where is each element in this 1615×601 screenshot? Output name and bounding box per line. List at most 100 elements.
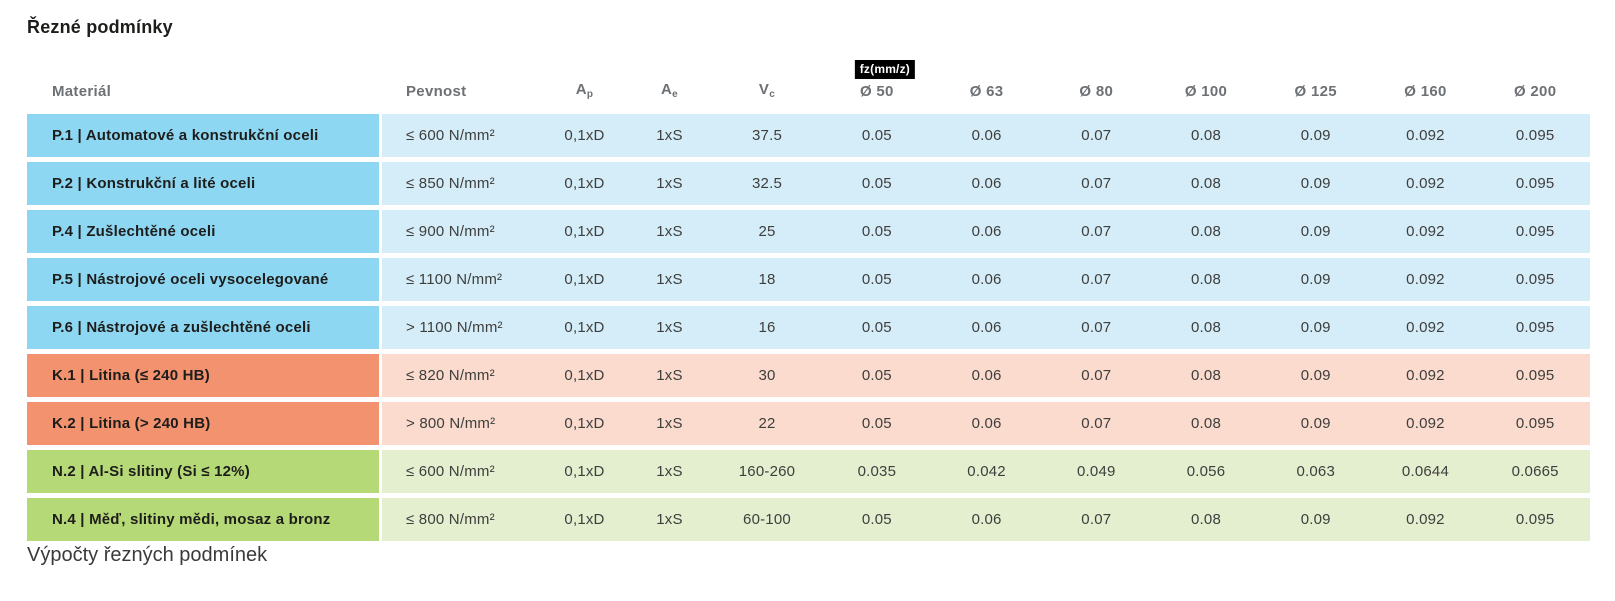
fz-cell: 0.092 <box>1370 210 1481 253</box>
fz-cell: 0.095 <box>1480 306 1591 349</box>
ae-cell: 1xS <box>627 162 712 205</box>
table-row: P.1 | Automatové a konstrukční oceli ≤ 6… <box>27 114 1591 157</box>
vc-cell: 30 <box>712 354 822 397</box>
table-body: P.1 | Automatové a konstrukční oceli ≤ 6… <box>27 114 1591 541</box>
ap-cell: 0,1xD <box>542 450 627 493</box>
fz-cell: 0.08 <box>1151 498 1261 541</box>
ap-cell: 0,1xD <box>542 354 627 397</box>
fz-cell: 0.092 <box>1370 114 1481 157</box>
vc-cell: 160-260 <box>712 450 822 493</box>
fz-cell: 0.07 <box>1041 210 1152 253</box>
vc-cell: 22 <box>712 402 822 445</box>
table-header-row: Materiál Pevnost Ap Ae Vc Ø 50 fz(mm/z) Ø … <box>27 60 1590 114</box>
column-header-diameter: Ø 125 <box>1294 83 1337 100</box>
ae-cell: 1xS <box>627 258 712 301</box>
column-header-pevnost: Pevnost <box>406 83 467 100</box>
material-cell: P.1 | Automatové a konstrukční oceli <box>27 114 379 157</box>
fz-cell: 0.06 <box>931 498 1042 541</box>
table-row: K.2 | Litina (> 240 HB) > 800 N/mm² 0,1x… <box>27 402 1591 445</box>
fz-cell: 0.095 <box>1480 210 1591 253</box>
fz-cell: 0.08 <box>1151 162 1261 205</box>
fz-cell: 0.05 <box>822 114 932 157</box>
vc-cell: 16 <box>712 306 822 349</box>
fz-cell: 0.095 <box>1480 402 1591 445</box>
ap-cell: 0,1xD <box>542 306 627 349</box>
pevnost-cell: ≤ 820 N/mm² <box>382 354 542 397</box>
fz-cell: 0.07 <box>1041 114 1152 157</box>
material-cell: N.4 | Měď, slitiny mědi, mosaz a bronz <box>27 498 379 541</box>
ap-cell: 0,1xD <box>542 114 627 157</box>
table-row: P.5 | Nástrojové oceli vysocelegované ≤ … <box>27 258 1591 301</box>
fz-cell: 0.07 <box>1041 258 1152 301</box>
fz-cell: 0.08 <box>1151 210 1261 253</box>
column-header-diameter: Ø 100 <box>1184 83 1228 100</box>
table-row: P.2 | Konstrukční a lité oceli ≤ 850 N/m… <box>27 162 1591 205</box>
table-row: P.6 | Nástrojové a zušlechtěné oceli > 1… <box>27 306 1591 349</box>
column-header-diameter: Ø 160 <box>1404 83 1447 100</box>
fz-cell: 0.092 <box>1370 258 1481 301</box>
fz-cell: 0.092 <box>1370 402 1481 445</box>
fz-cell: 0.035 <box>822 450 932 493</box>
fz-cell: 0.07 <box>1041 402 1152 445</box>
fz-cell: 0.06 <box>931 258 1042 301</box>
fz-cell: 0.09 <box>1260 162 1371 205</box>
fz-cell: 0.063 <box>1260 450 1371 493</box>
fz-cell: 0.08 <box>1151 114 1261 157</box>
fz-cell: 0.042 <box>931 450 1042 493</box>
fz-cell: 0.08 <box>1151 354 1261 397</box>
fz-cell: 0.0665 <box>1480 450 1591 493</box>
fz-cell: 0.08 <box>1151 306 1261 349</box>
material-cell: P.6 | Nástrojové a zušlechtěné oceli <box>27 306 379 349</box>
fz-cell: 0.095 <box>1480 114 1591 157</box>
pevnost-cell: ≤ 600 N/mm² <box>382 450 542 493</box>
ae-cell: 1xS <box>627 306 712 349</box>
fz-cell: 0.07 <box>1041 354 1152 397</box>
material-cell: K.2 | Litina (> 240 HB) <box>27 402 379 445</box>
column-header-vc: Vc <box>758 81 776 100</box>
fz-cell: 0.08 <box>1151 402 1261 445</box>
fz-cell: 0.092 <box>1370 306 1481 349</box>
column-header-material: Materiál <box>52 83 112 100</box>
vc-cell: 37.5 <box>712 114 822 157</box>
fz-cell: 0.049 <box>1041 450 1152 493</box>
pevnost-cell: ≤ 800 N/mm² <box>382 498 542 541</box>
pevnost-cell: ≤ 600 N/mm² <box>382 114 542 157</box>
column-header-diameter: Ø 200 <box>1513 83 1557 100</box>
fz-cell: 0.09 <box>1260 210 1371 253</box>
pevnost-cell: ≤ 850 N/mm² <box>382 162 542 205</box>
fz-cell: 0.06 <box>931 162 1042 205</box>
fz-cell: 0.09 <box>1260 498 1371 541</box>
fz-cell: 0.092 <box>1370 354 1481 397</box>
fz-cell: 0.092 <box>1370 162 1481 205</box>
ap-cell: 0,1xD <box>542 258 627 301</box>
fz-cell: 0.07 <box>1041 306 1152 349</box>
fz-cell: 0.095 <box>1480 498 1591 541</box>
vc-cell: 18 <box>712 258 822 301</box>
fz-cell: 0.05 <box>822 354 932 397</box>
fz-cell: 0.05 <box>822 210 932 253</box>
table-row: P.4 | Zušlechtěné oceli ≤ 900 N/mm² 0,1x… <box>27 210 1591 253</box>
fz-cell: 0.095 <box>1480 354 1591 397</box>
fz-cell: 0.07 <box>1041 498 1152 541</box>
fz-cell: 0.05 <box>822 258 932 301</box>
table-row: K.1 | Litina (≤ 240 HB) ≤ 820 N/mm² 0,1x… <box>27 354 1591 397</box>
fz-cell: 0.06 <box>931 210 1042 253</box>
ap-cell: 0,1xD <box>542 162 627 205</box>
fz-cell: 0.06 <box>931 114 1042 157</box>
column-header-diameter: Ø 63 <box>969 83 1004 100</box>
material-cell: P.5 | Nástrojové oceli vysocelegované <box>27 258 379 301</box>
fz-cell: 0.05 <box>822 306 932 349</box>
fz-cell: 0.08 <box>1151 258 1261 301</box>
fz-cell: 0.092 <box>1370 498 1481 541</box>
fz-cell: 0.06 <box>931 306 1042 349</box>
material-cell: K.1 | Litina (≤ 240 HB) <box>27 354 379 397</box>
pevnost-cell: > 800 N/mm² <box>382 402 542 445</box>
vc-cell: 32.5 <box>712 162 822 205</box>
fz-cell: 0.09 <box>1260 114 1371 157</box>
material-cell: N.2 | Al-Si slitiny (Si ≤ 12%) <box>27 450 379 493</box>
page-title: Řezné podmínky <box>27 17 173 37</box>
ae-cell: 1xS <box>627 498 712 541</box>
fz-cell: 0.09 <box>1260 306 1371 349</box>
column-header-ae: Ae <box>660 81 678 100</box>
vc-cell: 25 <box>712 210 822 253</box>
